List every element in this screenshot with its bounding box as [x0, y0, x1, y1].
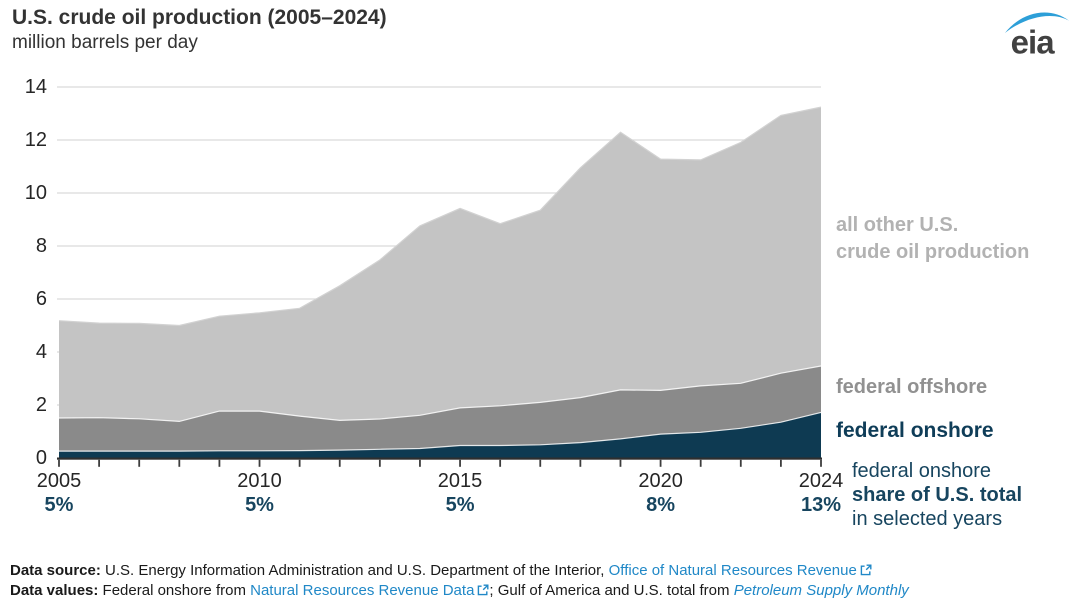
share-caption-line1: federal onshore — [852, 460, 991, 482]
x-tick-2016 — [499, 459, 502, 467]
x-tick-2008 — [178, 459, 181, 467]
x-tick-2009 — [218, 459, 221, 467]
share-caption: federal onshore share of U.S. total in s… — [852, 459, 1022, 531]
x-tick-label-2024: 2024 — [798, 470, 844, 492]
x-tick-2006 — [98, 459, 101, 467]
external-link-icon — [477, 583, 489, 602]
series-label-federal-onshore: federal onshore — [836, 419, 994, 442]
x-tick-2024 — [820, 459, 822, 467]
share-caption-line2: share of U.S. total — [852, 484, 1023, 506]
series-label-all-other-line2: crude oil production — [836, 241, 1030, 263]
psm-link[interactable]: Petroleum Supply Monthly — [733, 581, 909, 599]
share-label-2020: 8% — [646, 494, 676, 516]
x-tick-2014 — [419, 459, 421, 467]
share-label-2010: 5% — [245, 494, 274, 516]
y-tick-label-4: 4 — [35, 341, 47, 363]
eia-logo-swoosh — [1004, 12, 1070, 33]
y-tick-label-2: 2 — [35, 394, 47, 416]
chart-subtitle: million barrels per day — [12, 32, 198, 53]
y-tick-label-12: 12 — [24, 129, 47, 151]
chart-title: U.S. crude oil production (2005–2024) — [12, 6, 387, 29]
data-source-text: U.S. Energy Information Administration a… — [100, 562, 609, 579]
area-edge-0 — [59, 411, 822, 452]
y-tick-label-0: 0 — [35, 447, 47, 469]
x-tick-label-2010: 2010 — [237, 470, 282, 492]
share-label-2005: 5% — [44, 494, 74, 516]
area-edge-2 — [58, 106, 822, 327]
share-caption-line3: in selected years — [852, 508, 1003, 530]
data-source-label: Data source: — [10, 562, 101, 579]
area-edge-1 — [58, 365, 822, 423]
nrrd-link[interactable]: Natural Resources Revenue Data — [250, 581, 475, 599]
x-tick-2019 — [619, 459, 622, 467]
external-link-icon — [860, 563, 872, 582]
x-tick-2022 — [739, 459, 742, 467]
data-values-text2: ; Gulf of America and U.S. total from — [489, 581, 734, 599]
series-label-federal-offshore: federal offshore — [836, 376, 988, 398]
series-label-all-other-line1: all other U.S. — [836, 214, 959, 236]
y-tick-label-6: 6 — [35, 288, 47, 310]
x-tick-2023 — [779, 459, 782, 467]
eia-logo-text: eia — [1011, 24, 1056, 58]
x-axis-line — [57, 457, 822, 460]
x-tick-2011 — [298, 459, 301, 467]
x-tick-2017 — [539, 459, 542, 467]
eia-logo-graphic: eia — [1004, 12, 1070, 61]
x-tick-2012 — [338, 459, 341, 467]
data-values-label: Data values: — [10, 581, 99, 599]
x-tick-2020 — [659, 459, 662, 467]
share-label-2015: 5% — [445, 494, 475, 516]
footer-data-source-line: Data source: U.S. Energy Information Adm… — [10, 562, 909, 582]
y-tick-label-8: 8 — [35, 235, 47, 257]
x-tick-2005 — [58, 459, 60, 467]
series-label-all-other: all other U.S. crude oil production — [836, 212, 1029, 266]
y-tick-label-10: 10 — [24, 182, 47, 204]
x-tick-2013 — [378, 459, 381, 467]
onrr-link[interactable]: Office of Natural Resources Revenue — [608, 562, 857, 579]
x-tick-2018 — [579, 459, 582, 467]
eia-logo: eia — [1004, 8, 1070, 63]
area-federal-onshore — [59, 412, 821, 458]
area-all-other-U-S-crude-oil-production — [59, 107, 821, 458]
x-tick-2021 — [699, 459, 702, 467]
x-tick-2007 — [138, 459, 141, 467]
x-tick-label-2020: 2020 — [638, 470, 683, 492]
footer-data-values-line: Data values: Federal onshore from Natura… — [10, 582, 909, 602]
x-tick-label-2005: 2005 — [36, 470, 82, 492]
footer: Data source: U.S. Energy Information Adm… — [10, 562, 909, 601]
y-tick-label-14: 14 — [24, 76, 47, 98]
data-values-text1: Federal onshore from — [98, 581, 251, 599]
share-label-2024: 13% — [800, 494, 842, 516]
x-tick-label-2015: 2015 — [437, 470, 483, 492]
x-tick-2015 — [459, 459, 461, 467]
x-tick-2010 — [258, 459, 261, 467]
